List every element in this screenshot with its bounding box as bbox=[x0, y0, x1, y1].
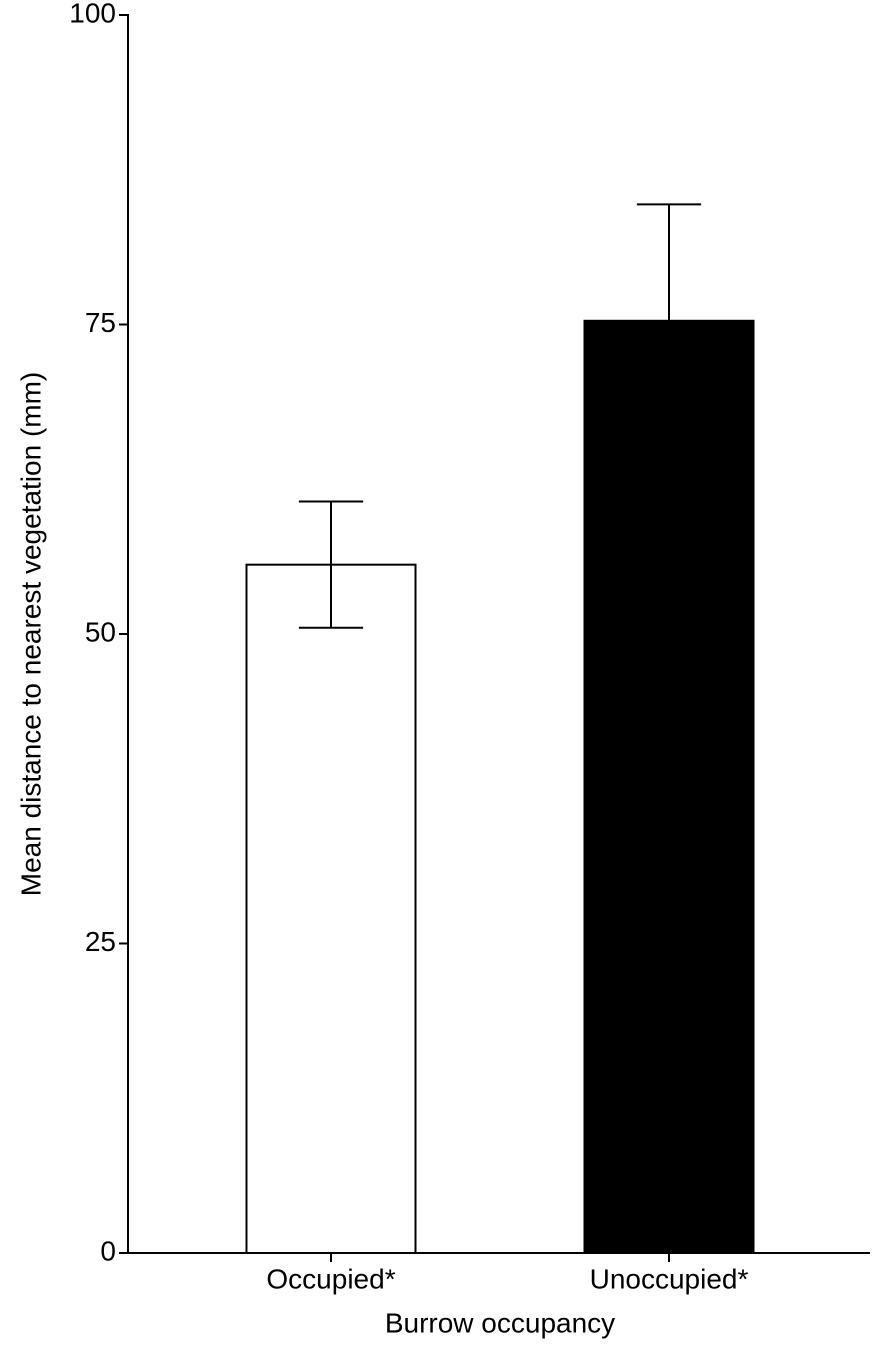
bar bbox=[583, 319, 755, 1254]
error-bar bbox=[636, 203, 702, 439]
error-bar bbox=[298, 500, 364, 629]
y-tick-label: 25 bbox=[85, 926, 116, 957]
bar bbox=[245, 563, 417, 1254]
y-tick-label: 0 bbox=[100, 1235, 116, 1266]
x-axis-title: Burrow occupancy bbox=[385, 1307, 615, 1338]
y-tick-label: 100 bbox=[69, 0, 116, 28]
y-axis-title: Mean distance to nearest vegetation (mm) bbox=[15, 372, 46, 896]
y-tick-label: 50 bbox=[85, 616, 116, 647]
x-tick-label: Occupied* bbox=[266, 1263, 395, 1294]
y-tick-label: 75 bbox=[85, 307, 116, 338]
x-tick-label: Unoccupied* bbox=[590, 1263, 749, 1294]
